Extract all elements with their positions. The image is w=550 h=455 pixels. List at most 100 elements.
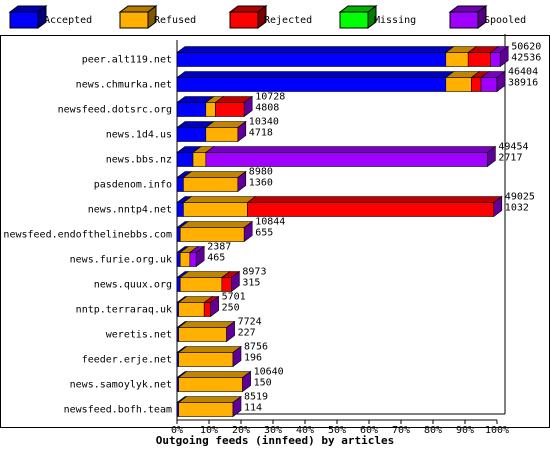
bar-top [182,171,247,178]
x-tick-label: 40% [296,425,314,436]
x-tick-label: 50% [328,425,346,436]
bar-side [210,295,219,318]
bar [192,152,207,167]
bar [205,127,239,142]
bar-label: 4718 [249,128,273,139]
x-tick-label: 70% [392,425,410,436]
bar-label: 227 [238,328,256,339]
bar-label: 8980 [249,167,273,178]
bar [176,102,207,117]
bar [178,302,205,317]
bar-side [232,345,242,368]
bar-side [195,245,205,268]
bar-label: 8973 [242,267,266,278]
bar-label: 4808 [255,103,279,114]
bar [205,102,216,117]
bar-side [237,170,247,193]
bar-label: 2387 [207,242,231,253]
legend-swatch [449,11,479,29]
bar-top [182,196,257,203]
bar [178,352,234,367]
bar-side [487,145,496,168]
bar-label: 150 [254,378,272,389]
bar-side [242,370,251,393]
bar-label: 114 [244,403,262,414]
bar-label: 250 [222,303,240,314]
legend-swatch [229,11,259,29]
bar-side [243,95,253,118]
x-tick-label: 60% [360,425,378,436]
legend-label: Spooled [484,15,526,26]
bar [176,252,181,267]
bar-label: 49025 [505,192,535,203]
bar-label: 465 [207,253,225,264]
bar [183,177,239,192]
legend-swatch [339,11,369,29]
bar [176,202,184,217]
y-tick-label: nntp.terraraq.uk [76,305,172,316]
bar [183,202,248,217]
bar [176,77,447,92]
legend-label: Accepted [44,15,92,26]
bar-label: 655 [255,228,273,239]
bar-side [231,270,240,293]
bar [471,77,482,92]
y-tick-label: news.chmurka.net [76,80,172,91]
bar-side [232,395,242,418]
bar-top [177,371,252,378]
bar [189,252,197,267]
bar [490,52,501,67]
bar-label: 10728 [255,92,285,103]
bar-side [493,195,503,218]
bar [179,277,223,292]
y-tick-label: weretis.net [106,330,172,341]
legend-swatch [9,11,39,29]
bar-side [499,45,509,68]
y-tick-label: newsfeed.bofh.team [64,405,172,416]
bar-side [226,320,235,343]
bar-label: 196 [244,353,262,364]
bar-label: 50620 [511,42,541,53]
bar-label: 10844 [255,217,285,228]
bar [445,77,472,92]
bar-label: 1360 [249,178,273,189]
bar [467,52,491,67]
bar-top [246,196,503,203]
y-tick-label: newsfeed.dotsrc.org [58,105,172,116]
bar-top [204,146,497,153]
x-tick-label: 80% [424,425,442,436]
bar [176,227,181,242]
bar [179,227,245,242]
bar-label: 7724 [238,317,262,328]
bar [179,252,191,267]
bar-label: 10340 [249,117,279,128]
bar-side [243,220,253,243]
bar [176,277,181,292]
y-tick-label: news.samoylyk.net [70,380,172,391]
bar [176,52,447,67]
y-tick-label: peer.alt119.net [82,55,172,66]
bar [178,377,243,392]
y-tick-label: news.bbs.nz [106,155,172,166]
bar-label: 42536 [511,53,541,64]
bar-label: 8756 [244,342,268,353]
x-tick-label: 30% [264,425,282,436]
bar-label: 2717 [498,153,522,164]
bar-label: 8519 [244,392,268,403]
y-tick-label: news.1d4.us [106,130,172,141]
x-tick-label: 20% [232,425,250,436]
bar-label: 1032 [505,203,529,214]
legend-swatch [119,11,149,29]
bar [215,102,245,117]
bar-side [237,120,247,143]
bar [480,77,498,92]
y-tick-label: news.nntp4.net [88,205,172,216]
bar-side [496,70,506,93]
bar [247,202,495,217]
bar-top [179,271,231,278]
bar [176,177,184,192]
bar-label: 38916 [508,78,538,89]
bar-top [176,46,455,53]
bar [445,52,469,67]
